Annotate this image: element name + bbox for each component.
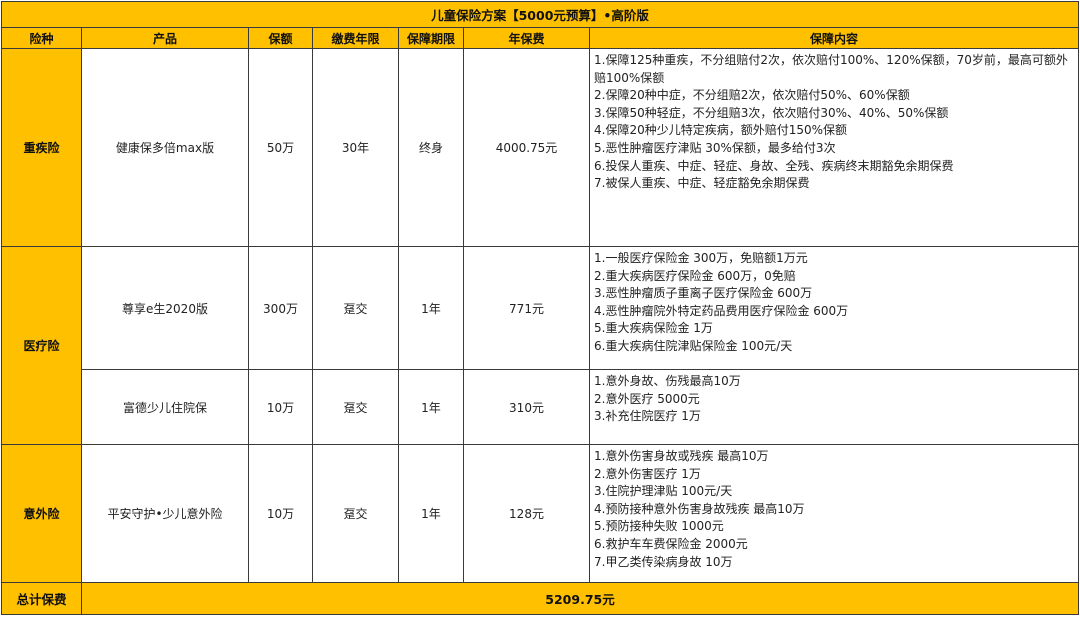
term-cell: 终身 [398,48,464,247]
pay-years-cell: 趸交 [312,369,399,445]
header-pay-years: 缴费年限 [312,27,399,49]
coverage-cell: 1.意外伤害身故或残疾 最高10万 2.意外伤害医疗 1万 3.住院护理津贴 100… [589,444,1079,583]
coverage-item: 3.住院护理津贴 100元/天 [594,484,733,499]
pay-years-cell: 趸交 [312,444,399,583]
header-row: 险种 产品 保额 缴费年限 保障期限 年保费 保障内容 [1,27,1079,49]
amount-cell: 300万 [248,246,313,370]
amount-cell: 10万 [248,444,313,583]
table-title: 儿童保险方案【5000元预算】•高阶版 [1,1,1079,28]
coverage-item: 1.保障125种重疾，不分组赔付2次，依次赔付100%、120%保额，70岁前，… [594,53,1068,85]
product-cell: 健康保多倍max版 [81,48,249,247]
header-premium: 年保费 [463,27,590,49]
coverage-item: 5.重大疾病保险金 1万 [594,321,713,336]
product-cell: 平安守护•少儿意外险 [81,444,249,583]
amount-cell: 10万 [248,369,313,445]
coverage-item: 6.重大疾病住院津贴保险金 100元/天 [594,338,793,353]
amount-cell: 50万 [248,48,313,247]
title-row: 儿童保险方案【5000元预算】•高阶版 [1,1,1079,28]
coverage-item: 7.被保人重疾、中症、轻症豁免余期保费 [594,176,810,191]
term-cell: 1年 [398,246,464,370]
total-value: 5209.75元 [81,582,1079,615]
coverage-item: 4.恶性肿瘤院外特定药品费用医疗保险金 600万 [594,303,849,318]
coverage-item: 7.甲乙类传染病身故 10万 [594,554,733,569]
product-cell: 尊享e生2020版 [81,246,249,370]
coverage-item: 4.预防接种意外伤害身故残疾 最高10万 [594,501,805,516]
coverage-item: 3.保障50种轻症，不分组赔3次，依次赔付30%、40%、50%保额 [594,105,949,120]
category-cell: 意外险 [1,444,82,583]
coverage-item: 2.重大疾病医疗保险金 600万，0免赔 [594,268,796,283]
coverage-item: 6.投保人重疾、中症、轻症、身故、全残、疾病终末期豁免余期保费 [594,158,954,173]
pay-years-cell: 30年 [312,48,399,247]
coverage-item: 3.恶性肿瘤质子重离子医疗保险金 600万 [594,286,813,301]
coverage-item: 1.意外身故、伤残最高10万 [594,374,741,388]
table-row: 医疗险 尊享e生2020版 300万 趸交 1年 771元 1.一般医疗保险金 … [1,246,1079,445]
coverage-item: 6.救护车车费保险金 2000元 [594,536,748,551]
coverage-cell: 1.意外身故、伤残最高10万 2.意外医疗 5000元 3.补充住院医疗 1万 [589,369,1079,445]
coverage-item: 1.意外伤害身故或残疾 最高10万 [594,449,769,463]
coverage-item: 1.一般医疗保险金 300万，免赔额1万元 [594,251,808,265]
term-cell: 1年 [398,444,464,583]
premium-cell: 4000.75元 [463,48,590,247]
coverage-item: 2.保障20种中症，不分组赔2次，依次赔付50%、60%保额 [594,88,910,103]
coverage-item: 2.意外医疗 5000元 [594,391,700,406]
coverage-item: 5.预防接种失败 1000元 [594,519,724,534]
term-cell: 1年 [398,369,464,445]
header-term: 保障期限 [398,27,464,49]
premium-cell: 128元 [463,444,590,583]
coverage-item: 2.意外伤害医疗 1万 [594,466,701,481]
total-row: 总计保费 5209.75元 [1,582,1079,615]
header-coverage: 保障内容 [589,27,1079,49]
premium-cell: 310元 [463,369,590,445]
total-label: 总计保费 [1,582,82,615]
category-cell: 重疾险 [1,48,82,247]
coverage-item: 3.补充住院医疗 1万 [594,409,701,424]
product-cell: 富德少儿住院保 [81,369,249,445]
header-category: 险种 [1,27,82,49]
coverage-item: 4.保障20种少儿特定疾病，额外赔付150%保额 [594,123,848,138]
table-row: 意外险 平安守护•少儿意外险 10万 趸交 1年 128元 1.意外伤害身故或残… [1,444,1079,583]
coverage-cell: 1.保障125种重疾，不分组赔付2次，依次赔付100%、120%保额，70岁前，… [589,48,1079,247]
table-row: 富德少儿住院保 10万 趸交 1年 310元 1.意外身故、伤残最高10万 2.意… [2,369,1079,445]
header-product: 产品 [81,27,249,49]
coverage-item: 5.恶性肿瘤医疗津贴 30%保额，最多给付3次 [594,140,836,155]
pay-years-cell: 趸交 [312,246,399,370]
header-amount: 保额 [248,27,313,49]
table-row: 重疾险 健康保多倍max版 50万 30年 终身 4000.75元 1.保障12… [1,48,1079,247]
coverage-cell: 1.一般医疗保险金 300万，免赔额1万元 2.重大疾病医疗保险金 600万，0免… [589,246,1079,370]
category-cell: 医疗险 [1,246,82,445]
premium-cell: 771元 [463,246,590,370]
